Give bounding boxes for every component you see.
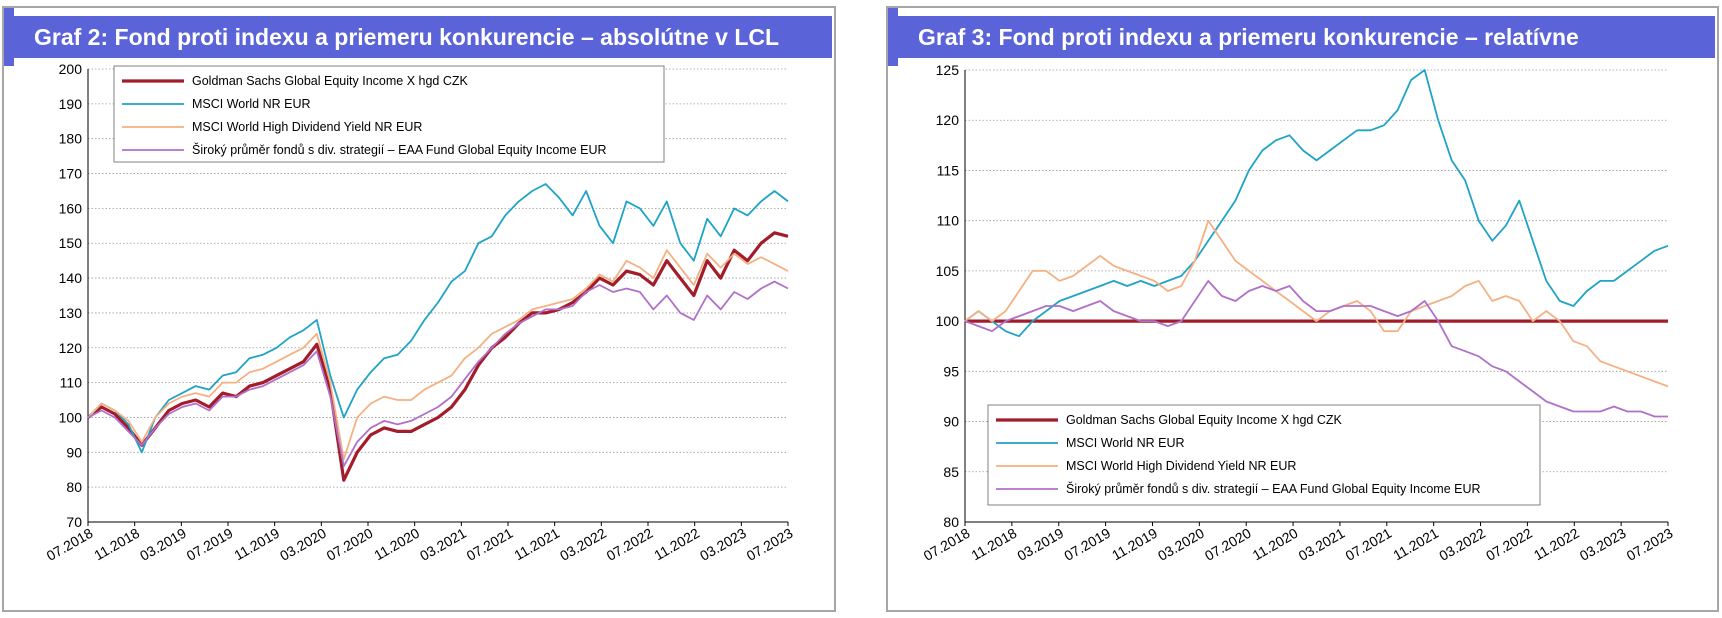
x-tick-label: 11.2022 [651, 525, 702, 564]
x-tick-label: 03.2020 [1155, 525, 1207, 564]
legend-label: MSCI World NR EUR [1066, 436, 1185, 450]
legend-label: Široký průměr fondů s div. strategií – E… [1066, 481, 1481, 496]
x-tick-label: 07.2022 [604, 525, 656, 564]
x-tick-label: 07.2023 [744, 525, 796, 564]
chart-panel-absolute: Graf 2: Fond proti indexu a priemeru kon… [2, 6, 836, 612]
legend-label: MSCI World High Dividend Yield NR EUR [1066, 459, 1296, 473]
x-tick-label: 11.2018 [91, 525, 142, 564]
x-tick-label: 07.2019 [184, 525, 236, 564]
legend-label: MSCI World High Dividend Yield NR EUR [192, 120, 422, 134]
legend-label: Goldman Sachs Global Equity Income X hgd… [192, 74, 468, 88]
legend [113, 65, 665, 163]
y-tick-label: 85 [943, 464, 959, 480]
x-tick-label: 07.2020 [1202, 525, 1254, 564]
x-tick-label: 03.2022 [557, 525, 609, 564]
title-accent [888, 8, 898, 66]
y-tick-label: 120 [59, 340, 83, 356]
x-tick-label: 07.2021 [1342, 525, 1394, 564]
series-line [87, 249, 789, 461]
x-tick-label: 11.2018 [968, 525, 1019, 564]
x-tick-label: 07.2022 [1483, 525, 1535, 564]
y-tick-label: 125 [936, 62, 960, 78]
y-tick-label: 170 [59, 166, 83, 182]
x-tick-label: 07.2018 [921, 525, 973, 564]
y-tick-label: 180 [59, 131, 83, 147]
x-tick-label: 03.2021 [1296, 525, 1348, 564]
series-line [964, 69, 1669, 338]
series-line [964, 280, 1668, 418]
series-line [87, 231, 789, 482]
x-tick-label: 11.2020 [1250, 525, 1301, 564]
x-tick-label: 11.2020 [371, 525, 422, 564]
x-tick-label: 03.2021 [417, 525, 469, 564]
legend-label: Goldman Sachs Global Equity Income X hgd… [1066, 413, 1342, 427]
chart-title: Graf 2: Fond proti indexu a priemeru kon… [14, 16, 832, 58]
y-tick-label: 160 [59, 200, 83, 216]
y-tick-label: 80 [943, 514, 959, 530]
y-tick-label: 140 [59, 270, 83, 286]
chart-panel-relative: Graf 3: Fond proti indexu a priemeru kon… [886, 6, 1719, 612]
y-tick-label: 95 [943, 363, 959, 379]
legend [987, 404, 1541, 506]
x-tick-label: 11.2019 [1109, 525, 1160, 564]
y-tick-label: 120 [936, 112, 960, 128]
series-line [964, 219, 1669, 388]
y-tick-label: 100 [59, 409, 83, 425]
x-tick-label: 11.2021 [1390, 525, 1441, 564]
x-tick-label: 07.2019 [1061, 525, 1113, 564]
chart-absolute: 70 80 90 100 110 120 130 140 150 160 170 180 190 200 0… [44, 61, 796, 564]
x-tick-label: 03.2022 [1436, 525, 1488, 564]
title-accent [4, 8, 14, 66]
chart-relative: 80 85 90 95 100 105 110 115 120 125 07.201811.2018… [921, 62, 1676, 564]
y-tick-label: 100 [936, 313, 960, 329]
x-tick-label: 03.2019 [137, 525, 189, 564]
y-tick-label: 90 [943, 414, 959, 430]
x-tick-label: 03.2023 [1577, 525, 1629, 564]
y-tick-label: 110 [60, 375, 83, 391]
x-tick-label: 11.2019 [231, 525, 282, 564]
y-tick-label: 90 [66, 444, 82, 460]
series-line [87, 183, 789, 454]
y-tick-label: 110 [937, 213, 960, 229]
x-tick-label: 03.2020 [277, 525, 329, 564]
x-tick-label: 07.2020 [324, 525, 376, 564]
y-tick-label: 70 [66, 514, 82, 530]
x-tick-label: 11.2021 [511, 525, 562, 564]
series-line [87, 280, 789, 468]
x-tick-label: 03.2019 [1014, 525, 1066, 564]
x-tick-label: 03.2023 [697, 525, 749, 564]
legend-label: Široký průměr fondů s div. strategií – E… [192, 142, 607, 157]
x-tick-label: 07.2018 [44, 525, 96, 564]
legend-label: MSCI World NR EUR [192, 97, 311, 111]
y-tick-label: 130 [59, 305, 83, 321]
y-tick-label: 115 [937, 162, 960, 178]
y-tick-label: 200 [59, 61, 83, 77]
y-tick-label: 150 [59, 235, 83, 251]
y-tick-label: 105 [936, 263, 960, 279]
x-tick-label: 07.2021 [464, 525, 516, 564]
chart-title: Graf 3: Fond proti indexu a priemeru kon… [898, 16, 1715, 58]
x-tick-label: 07.2023 [1624, 525, 1676, 564]
y-tick-label: 80 [66, 479, 82, 495]
y-tick-label: 190 [59, 96, 83, 112]
x-tick-label: 11.2022 [1531, 525, 1582, 564]
